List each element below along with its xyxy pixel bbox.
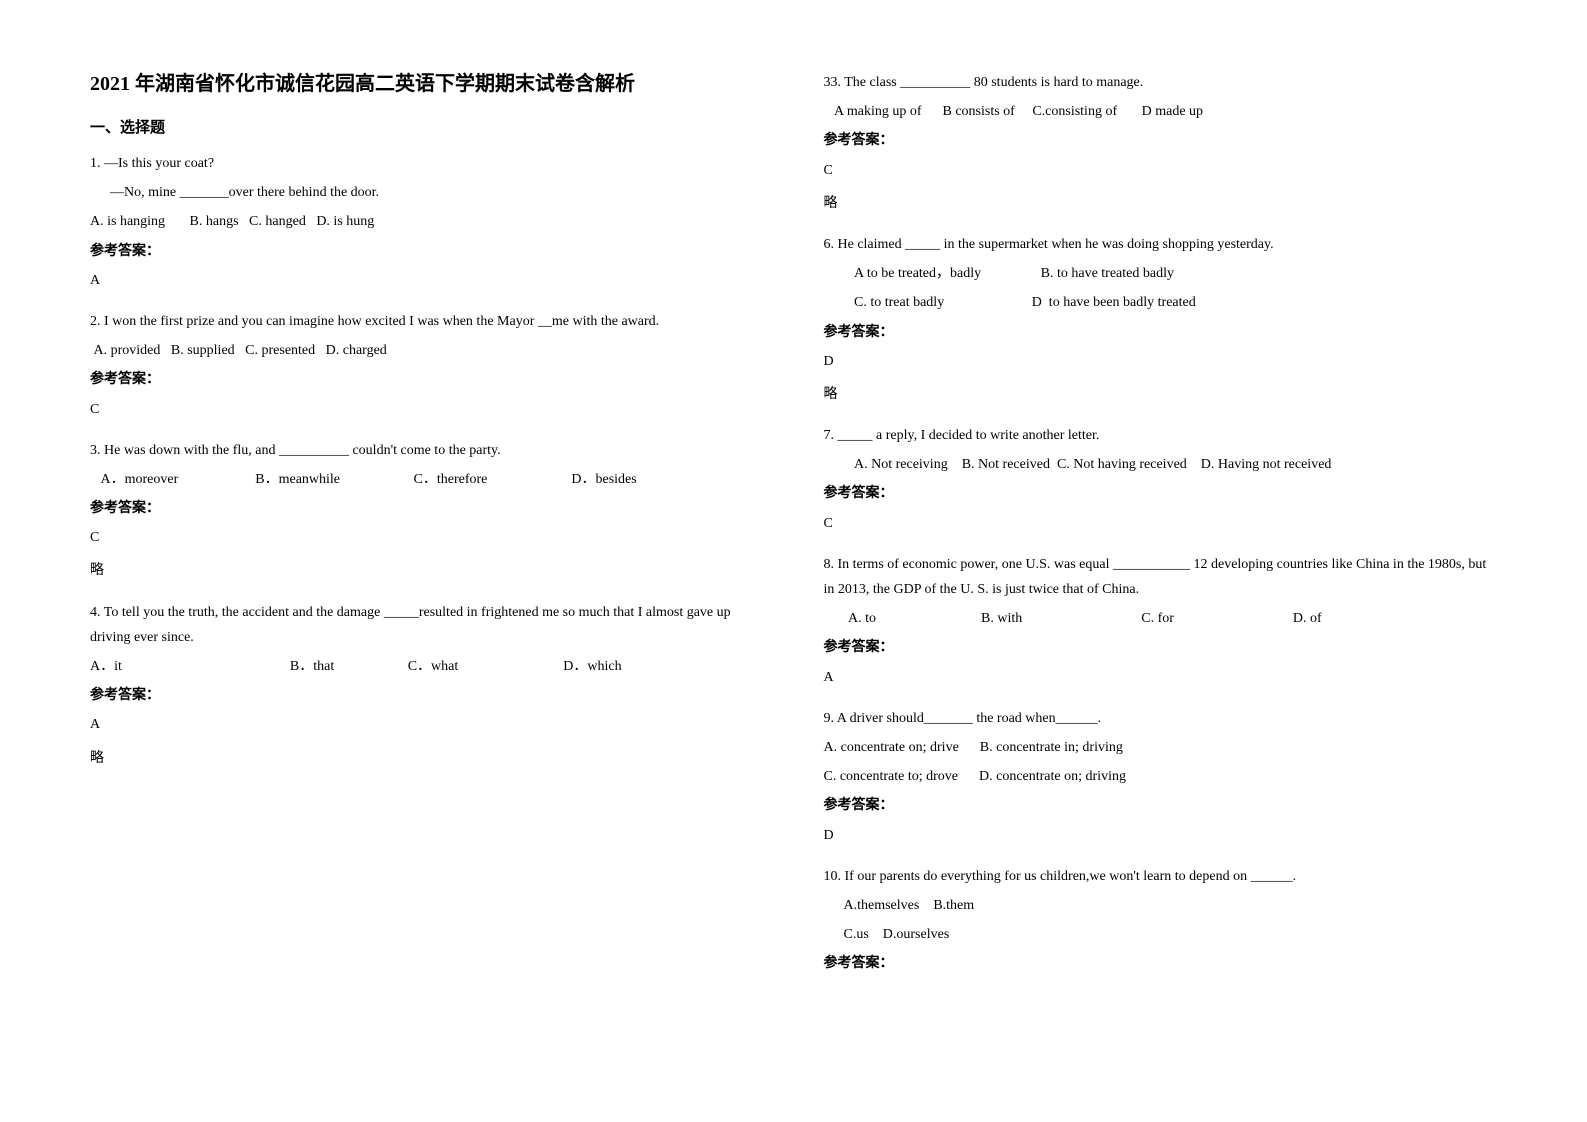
answer-label: 参考答案： <box>824 128 1498 153</box>
answer-label: 参考答案： <box>824 951 1498 976</box>
question-block: 10. If our parents do everything for us … <box>824 864 1498 977</box>
question-options: A．it B．that C．what D．which <box>90 654 764 679</box>
question-text-line: 9. A driver should_______ the road when_… <box>824 706 1498 731</box>
document-title: 2021 年湖南省怀化市诚信花园高二英语下学期期末试卷含解析 <box>90 70 764 98</box>
answer-value: A <box>90 268 764 293</box>
question-options: A. concentrate on; drive B. concentrate … <box>824 735 1498 760</box>
question-options: A. provided B. supplied C. presented D. … <box>90 338 764 363</box>
question-block: 1. —Is this your coat? —No, mine _______o… <box>90 151 764 293</box>
question-text-line: —No, mine _______over there behind the d… <box>90 180 764 205</box>
question-block: 4. To tell you the truth, the accident a… <box>90 600 764 771</box>
question-options: A．moreover B．meanwhile C．therefore D．bes… <box>90 467 764 492</box>
question-text-line: 6. He claimed _____ in the supermarket w… <box>824 232 1498 257</box>
question-note: 略 <box>90 558 764 583</box>
answer-label: 参考答案： <box>824 635 1498 660</box>
question-note: 略 <box>824 191 1498 216</box>
answer-value: C <box>824 158 1498 183</box>
question-text-line: 4. To tell you the truth, the accident a… <box>90 600 764 650</box>
answer-label: 参考答案： <box>90 367 764 392</box>
question-text-line: A. Not receiving B. Not received C. Not … <box>824 452 1498 477</box>
question-note: 略 <box>90 746 764 771</box>
left-questions-container: 1. —Is this your coat? —No, mine _______o… <box>90 151 764 771</box>
answer-value: C <box>90 525 764 550</box>
answer-value: C <box>90 397 764 422</box>
page-container: 2021 年湖南省怀化市诚信花园高二英语下学期期末试卷含解析 一、选择题 1. … <box>90 70 1497 992</box>
question-text-line: 10. If our parents do everything for us … <box>824 864 1498 889</box>
question-block: 2. I won the first prize and you can ima… <box>90 309 764 422</box>
question-block: 3. He was down with the flu, and _______… <box>90 438 764 584</box>
answer-value: D <box>824 349 1498 374</box>
question-block: 9. A driver should_______ the road when_… <box>824 706 1498 848</box>
question-text-line: 3. He was down with the flu, and _______… <box>90 438 764 463</box>
left-column: 2021 年湖南省怀化市诚信花园高二英语下学期期末试卷含解析 一、选择题 1. … <box>90 70 764 992</box>
answer-value: D <box>824 823 1498 848</box>
question-options: C. concentrate to; drove D. concentrate … <box>824 764 1498 789</box>
answer-value: C <box>824 511 1498 536</box>
question-block: 7. _____ a reply, I decided to write ano… <box>824 423 1498 536</box>
question-text-line: 2. I won the first prize and you can ima… <box>90 309 764 334</box>
answer-label: 参考答案： <box>90 239 764 264</box>
question-text-line: C.us D.ourselves <box>824 922 1498 947</box>
question-options: A. to B. with C. for D. of <box>824 606 1498 631</box>
question-block: 8. In terms of economic power, one U.S. … <box>824 552 1498 690</box>
question-text-line: A.themselves B.them <box>824 893 1498 918</box>
question-text-line: 8. In terms of economic power, one U.S. … <box>824 552 1498 602</box>
question-note: 略 <box>824 382 1498 407</box>
question-text-line: C. to treat badly D to have been badly t… <box>824 290 1498 315</box>
question-text-line: 7. _____ a reply, I decided to write ano… <box>824 423 1498 448</box>
question-text-line: 33. The class __________ 80 students is … <box>824 70 1498 95</box>
right-column: 33. The class __________ 80 students is … <box>824 70 1498 992</box>
question-block: 6. He claimed _____ in the supermarket w… <box>824 232 1498 407</box>
question-options: A making up of B consists of C.consistin… <box>824 99 1498 124</box>
answer-value: A <box>824 665 1498 690</box>
answer-label: 参考答案： <box>824 481 1498 506</box>
answer-label: 参考答案： <box>90 496 764 521</box>
answer-label: 参考答案： <box>824 320 1498 345</box>
question-options: A. is hanging B. hangs C. hanged D. is h… <box>90 209 764 234</box>
question-text-line: 1. —Is this your coat? <box>90 151 764 176</box>
question-text-line: A to be treated，badly B. to have treated… <box>824 261 1498 286</box>
answer-value: A <box>90 712 764 737</box>
question-block: 33. The class __________ 80 students is … <box>824 70 1498 216</box>
answer-label: 参考答案： <box>824 793 1498 818</box>
section-header: 一、选择题 <box>90 116 764 137</box>
answer-label: 参考答案： <box>90 683 764 708</box>
right-questions-container: 33. The class __________ 80 students is … <box>824 70 1498 976</box>
